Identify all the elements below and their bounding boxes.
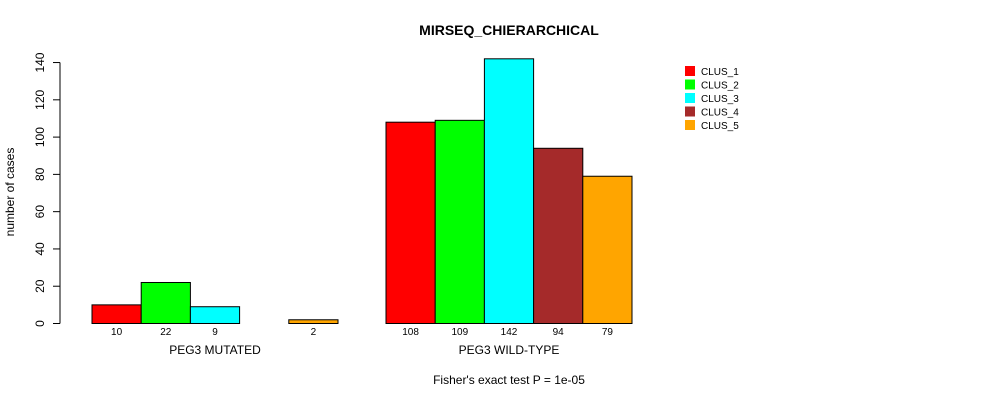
bar-value-label: 10 bbox=[111, 327, 123, 338]
chart-title: MIRSEQ_CHIERARCHICAL bbox=[419, 22, 599, 38]
legend: CLUS_1 CLUS_2 CLUS_3 CLUS_4 CLUS_5 bbox=[685, 66, 739, 132]
y-tick-label: 0 bbox=[33, 320, 47, 327]
legend-label: CLUS_3 bbox=[701, 94, 739, 105]
bar-value-label: 142 bbox=[501, 327, 518, 338]
bar-clus_3-wild-type bbox=[483, 58, 535, 324]
legend-swatch-clus_4 bbox=[685, 106, 695, 117]
bar-clus_5-wild-type bbox=[582, 175, 633, 324]
legend-swatch-clus_5 bbox=[685, 120, 695, 130]
bar-value-label: 2 bbox=[311, 327, 317, 338]
group-label: PEG3 WILD-TYPE bbox=[459, 343, 560, 357]
bar-clus_4-wild-type bbox=[533, 147, 584, 324]
legend-label: CLUS_5 bbox=[701, 121, 739, 132]
y-tick-label: 60 bbox=[33, 205, 47, 219]
bar-value-label: 79 bbox=[602, 327, 614, 338]
y-tick-label: 40 bbox=[33, 242, 47, 256]
bar-clus_2-mutated bbox=[140, 281, 191, 325]
legend-label: CLUS_1 bbox=[701, 67, 739, 78]
legend-swatch-clus_3 bbox=[685, 93, 695, 103]
bar-clus_1-mutated bbox=[91, 304, 142, 324]
y-axis: 0 20 40 60 80 100 120 140 bbox=[33, 52, 61, 327]
legend-swatch-clus_2 bbox=[685, 79, 695, 90]
bar-clus_5-mutated bbox=[288, 319, 339, 325]
y-tick-label: 100 bbox=[33, 127, 47, 147]
legend-label: CLUS_2 bbox=[701, 81, 739, 92]
bar-value-label: 9 bbox=[212, 327, 218, 338]
bar-labels: 10 22 9 2 108 109 142 94 79 bbox=[111, 327, 613, 338]
bar-clus_2-wild-type bbox=[434, 119, 485, 324]
bar-value-label: 22 bbox=[160, 327, 172, 338]
y-tick-label: 80 bbox=[33, 167, 47, 181]
bar-value-label: 109 bbox=[451, 327, 468, 338]
bar-value-label: 94 bbox=[553, 327, 565, 338]
y-tick-label: 140 bbox=[33, 52, 47, 72]
group-labels: PEG3 MUTATED PEG3 WILD-TYPE bbox=[169, 343, 559, 357]
legend-swatch-clus_1 bbox=[685, 66, 695, 76]
bar-clus_1-wild-type bbox=[385, 121, 436, 324]
y-axis-label: number of cases bbox=[3, 148, 17, 237]
bars bbox=[91, 58, 633, 325]
legend-label: CLUS_4 bbox=[701, 108, 739, 119]
bar-clus_3-mutated bbox=[189, 306, 241, 324]
y-tick-label: 120 bbox=[33, 89, 47, 109]
footnote: Fisher's exact test P = 1e-05 bbox=[433, 373, 585, 387]
bar-value-label: 108 bbox=[402, 327, 419, 338]
group-label: PEG3 MUTATED bbox=[169, 343, 261, 357]
y-tick-label: 20 bbox=[33, 279, 47, 293]
